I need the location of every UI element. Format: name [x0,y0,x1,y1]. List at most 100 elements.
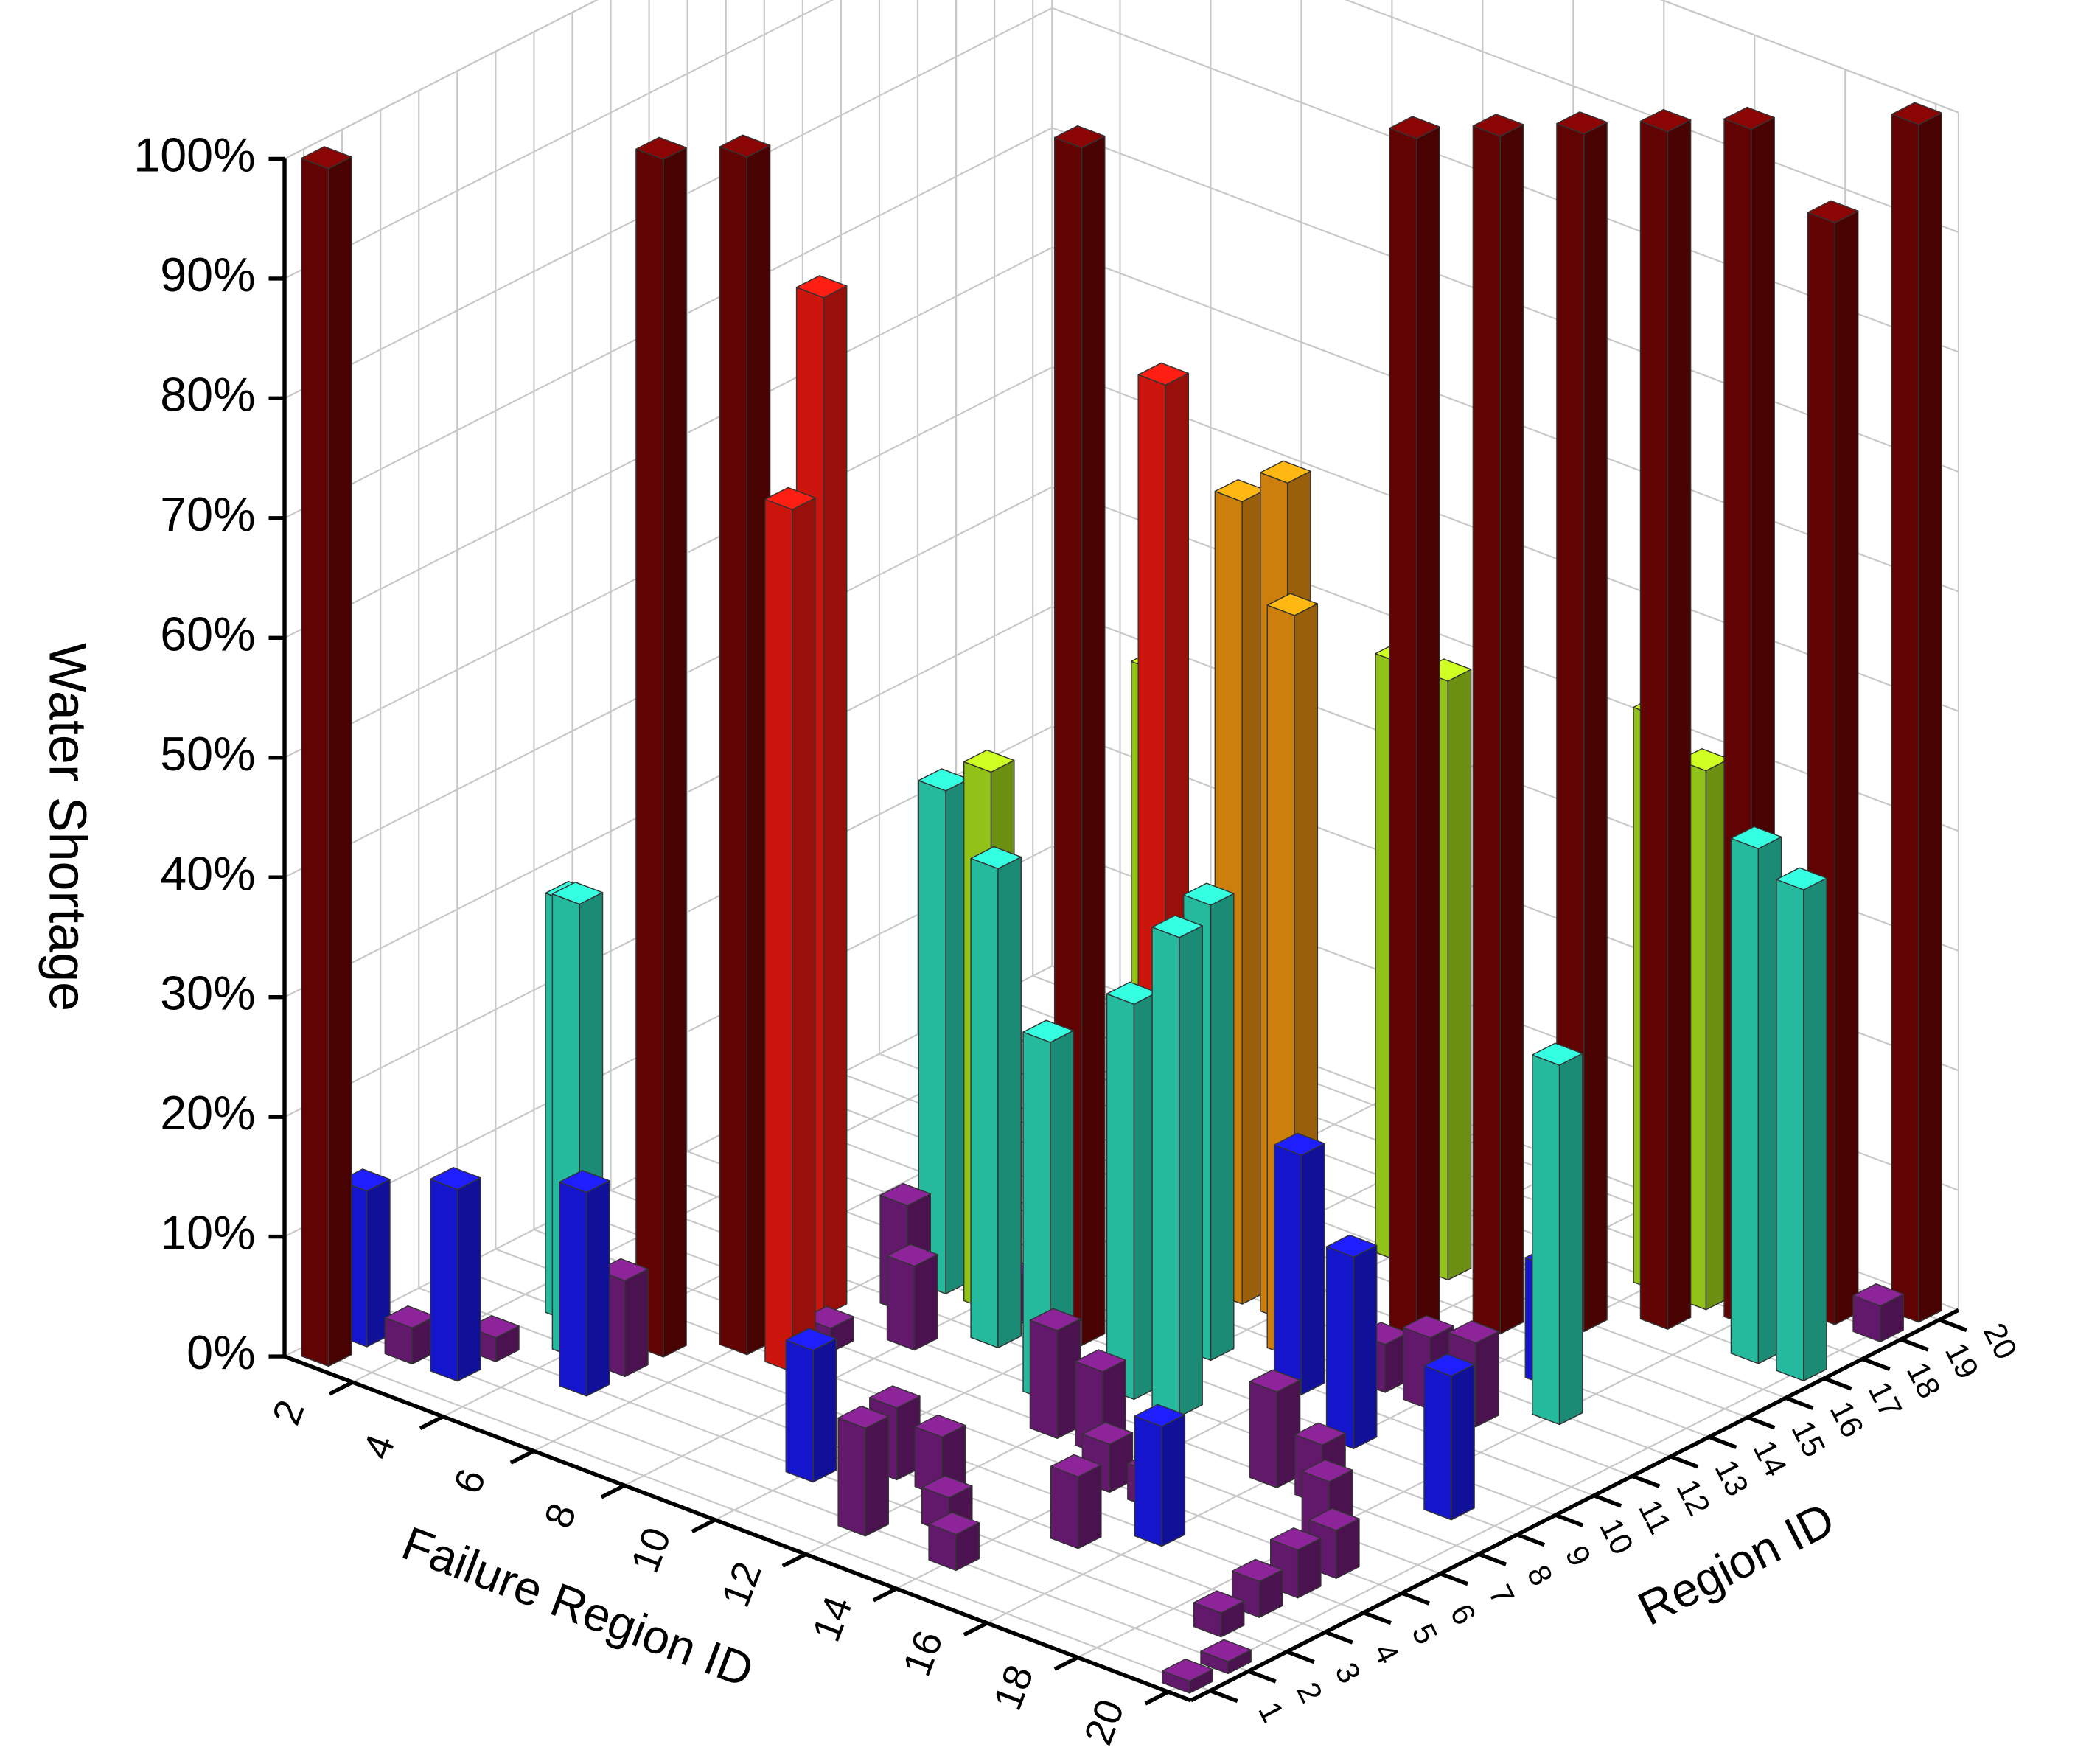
y-tick [1555,1513,1584,1527]
bar-top [879,1182,931,1207]
bar-front [585,1180,610,1397]
bar-top [1301,1459,1353,1482]
z-tick-label: 40% [160,847,255,900]
bar-front [997,856,1022,1349]
bar-top [785,1328,837,1351]
bar-front [1300,1143,1325,1395]
bar-top [1075,1349,1126,1373]
bar-top [468,1315,520,1339]
bar-top [795,275,848,299]
bar-top [764,487,816,511]
x-tick [781,1552,807,1568]
bar-front [1499,124,1524,1335]
x-tick [1053,1656,1079,1671]
bar-top [1448,1320,1500,1344]
bar-front [1803,877,1827,1381]
bar-top [1389,116,1440,139]
y-tick [1286,1650,1315,1664]
bar-top [1134,1404,1186,1427]
z-tick-label: 30% [160,967,255,1020]
bar-top [914,1414,966,1438]
bar-top [928,1512,980,1535]
bar-top [1852,1283,1904,1307]
bar-top [597,1258,649,1282]
bar-front [1558,1053,1583,1426]
bar-front [792,497,816,1373]
y-tick [1823,1376,1852,1391]
bar-side [1106,993,1135,1401]
bar-top [1270,1527,1322,1551]
bar-side [301,158,329,1367]
bar-top [1273,1132,1325,1156]
bar-front [327,156,352,1367]
bar-front [1447,669,1472,1281]
bar-top [1260,460,1311,484]
z-tick-label: 50% [160,728,255,781]
bar-top [963,749,1015,773]
grid-line [1344,0,1959,234]
bar-side [635,148,664,1358]
bar-side [1151,927,1180,1418]
bar-top [1891,102,1942,125]
bar-top [1029,1308,1081,1331]
bar-top [430,1167,481,1190]
bar-front [1353,1244,1378,1449]
bar-top [1266,593,1319,616]
y-tick [1593,1493,1622,1508]
bar-top [1231,1558,1283,1583]
y-tick [1209,1689,1238,1704]
bar-top [1081,1421,1134,1446]
bar-front [456,1177,481,1382]
bar-top [886,1244,938,1267]
z-tick-label: 70% [160,488,255,541]
y-tick [1708,1434,1737,1449]
bar-top [559,1170,610,1193]
wall-edge [1659,0,1959,114]
bar-top [921,1475,973,1499]
bar-front [812,1338,837,1483]
z-tick-label: 20% [160,1087,255,1140]
bar-side [1389,128,1417,1337]
y-tick [1900,1337,1929,1352]
bar-side [764,498,793,1373]
bar-front [1081,135,1106,1346]
x-tick [419,1415,444,1431]
bar-side [1776,879,1804,1381]
bar-top [803,1305,854,1329]
bar-top [1294,1422,1346,1446]
bar-top [1723,106,1775,130]
y-tick [1670,1454,1699,1469]
bar-side [1134,1415,1162,1547]
grid-line [303,1345,1211,1692]
bar-top [551,882,604,905]
bar-side [1472,125,1501,1335]
y-tick [1785,1395,1814,1410]
bar-top [1402,1315,1454,1339]
y-tick [1746,1415,1776,1430]
bar-side [785,1339,814,1483]
bar-top [1730,826,1782,849]
x-tick [328,1380,354,1396]
bar-side [1730,837,1760,1364]
z-tick-label: 90% [160,248,255,301]
bar-top [1556,111,1608,135]
x-tick [872,1586,898,1603]
bar-side [1050,1465,1079,1549]
y-tick [1516,1533,1546,1547]
bar-side [559,1181,587,1397]
bar-top [1193,1590,1245,1614]
bar-top [1308,1507,1360,1531]
x-tick [600,1483,626,1499]
bar-side [1639,120,1669,1330]
bar-top [1022,1019,1074,1043]
bar-side [1325,1246,1355,1449]
bar-front [1451,1364,1475,1521]
bar-front [1583,122,1608,1333]
bar-top [869,1385,921,1409]
bar-front [823,285,848,1317]
bar-side [430,1178,458,1382]
bar-side [970,857,999,1349]
bar-top [1249,1369,1301,1392]
bar-side [719,146,748,1356]
